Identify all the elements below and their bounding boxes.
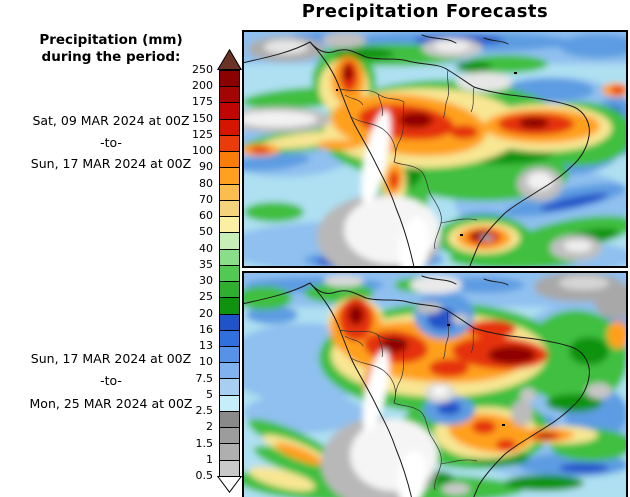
period1-separator: -to- xyxy=(100,135,122,150)
colorbar-tick-label: 100 xyxy=(192,144,213,158)
station-marks-period1 xyxy=(336,72,517,236)
colorbar-segment xyxy=(220,314,239,331)
colorbar-tick-label: 90 xyxy=(199,160,213,174)
colorbar-segment xyxy=(220,168,239,185)
colorbar-tick-label: 0.5 xyxy=(195,469,214,482)
map-panel-period2 xyxy=(242,271,628,497)
colorbar-segment xyxy=(220,265,239,283)
colorbar-tick-label: 60 xyxy=(199,209,213,223)
colorbar-tick-label: 125 xyxy=(192,127,213,141)
colorbar-tick-label: 35 xyxy=(199,257,213,271)
colorbar-segment xyxy=(220,249,239,266)
colorbar-segment xyxy=(220,444,239,461)
colorbar-tick-label: 150 xyxy=(192,111,213,125)
precipitation-map-period2 xyxy=(244,273,626,497)
colorbar-segment xyxy=(220,233,239,250)
colorbar-segment xyxy=(220,363,239,380)
colorbar-tick-label: 80 xyxy=(199,176,213,190)
colorbar-segment xyxy=(220,152,239,169)
country-borders-period1 xyxy=(339,69,478,250)
colorbar-tick-label: 25 xyxy=(199,290,213,304)
colorbar-tick-label: 2 xyxy=(206,420,213,434)
colorbar-segment xyxy=(220,135,239,153)
map-panel-period1 xyxy=(242,30,628,268)
colorbar-tick-label: 70 xyxy=(199,192,213,206)
colorbar-tick-label: 40 xyxy=(199,241,213,255)
precipitation-map-period1 xyxy=(244,32,626,266)
colorbar-segment xyxy=(220,71,239,88)
colorbar-segment xyxy=(220,200,239,218)
colorbar-segment xyxy=(220,184,239,201)
colorbar-segment xyxy=(220,217,239,234)
colorbar-segment xyxy=(220,330,239,347)
colorbar-segment xyxy=(220,460,239,477)
colorbar-segment xyxy=(220,87,239,104)
colorbar-underflow-arrow-icon xyxy=(217,476,242,493)
period1-end: Sun, 17 MAR 2024 at 00Z xyxy=(30,156,192,171)
colorbar-tick-label: 13 xyxy=(199,339,213,353)
colorbar-segment xyxy=(220,411,239,429)
colorbar-tick-label: 1.5 xyxy=(195,436,214,450)
colorbar-tick-label: 10 xyxy=(199,355,213,369)
colorbar-segment xyxy=(220,103,239,120)
coastline-period1 xyxy=(244,34,590,266)
colorbar-segment xyxy=(220,379,239,396)
colorbar-segment xyxy=(220,298,239,315)
colorbar-overflow-arrow-icon xyxy=(217,49,242,70)
period2-separator: -to- xyxy=(100,373,122,388)
country-borders-period2 xyxy=(339,310,478,491)
colorbar-segment xyxy=(220,428,239,445)
colorbar-labels: 250 200 175 150 125 100 90 80 70 60 50 40 35 30 25 20 16… xyxy=(178,64,215,482)
legend-heading: Precipitation (mm) during the period: xyxy=(0,32,222,66)
colorbar xyxy=(219,70,240,478)
station-marks-period2 xyxy=(447,324,505,426)
colorbar-tick-label: 5 xyxy=(206,387,213,401)
colorbar-tick-label: 200 xyxy=(192,79,213,93)
figure-title: Precipitation Forecasts xyxy=(301,1,549,22)
colorbar-tick-label: 16 xyxy=(199,322,213,336)
legend-heading-line2: during the period: xyxy=(41,49,181,65)
colorbar-segment xyxy=(220,395,239,412)
colorbar-segment xyxy=(220,282,239,299)
period2-start: Sun, 17 MAR 2024 at 00Z xyxy=(30,351,192,366)
colorbar-tick-label: 7.5 xyxy=(195,371,214,385)
colorbar-tick-label: 175 xyxy=(192,95,213,109)
colorbar-segment xyxy=(220,346,239,364)
colorbar-tick-label: 30 xyxy=(199,274,213,288)
colorbar-tick-label: 20 xyxy=(199,306,213,320)
colorbar-tick-label: 50 xyxy=(199,225,213,239)
colorbar-tick-label: 250 xyxy=(192,63,213,76)
colorbar-tick-label: 2.5 xyxy=(195,404,214,418)
colorbar-tick-label: 1 xyxy=(206,452,213,466)
colorbar-segment xyxy=(220,119,239,136)
period2-end: Mon, 25 MAR 2024 at 00Z xyxy=(29,396,193,411)
period1-start: Sat, 09 MAR 2024 at 00Z xyxy=(32,113,190,128)
coastline-period2 xyxy=(244,275,590,497)
legend-heading-line1: Precipitation (mm) xyxy=(39,32,183,48)
